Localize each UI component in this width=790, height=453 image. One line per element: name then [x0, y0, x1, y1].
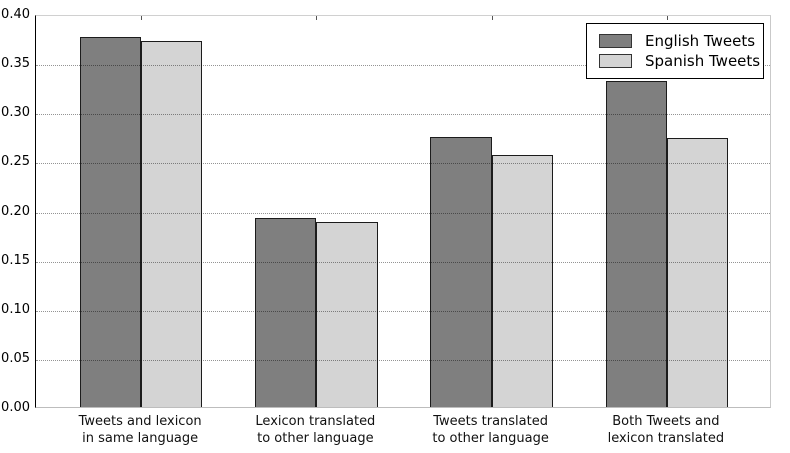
y-tick-label: 0.40	[1, 7, 30, 22]
bar-spanish-tweets	[316, 222, 378, 407]
y-tick-label: 0.10	[1, 301, 30, 317]
gridline	[36, 310, 770, 312]
x-tick-label: Tweets and lexicon in same language	[78, 414, 202, 446]
y-tick-label: 0.15	[1, 252, 30, 268]
x-tick-mark-top	[666, 16, 668, 20]
legend-swatch-spanish-tweets	[599, 54, 632, 68]
x-tick-label: Tweets translated to other language	[432, 414, 549, 446]
y-tick-label: 0.25	[1, 154, 30, 170]
x-tick-mark-top	[316, 16, 318, 20]
bar-english-tweets	[605, 80, 667, 407]
gridline	[36, 212, 770, 214]
legend: English Tweets Spanish Tweets	[586, 23, 764, 79]
y-tick-label: 0.00	[1, 400, 30, 415]
x-tick-mark-top	[141, 16, 143, 20]
y-tick-label: 0.20	[1, 203, 30, 219]
gridline	[36, 261, 770, 263]
legend-item: Spanish Tweets	[599, 51, 760, 71]
legend-label: Spanish Tweets	[645, 52, 761, 70]
x-tick-label: Lexicon translated to other language	[255, 414, 376, 446]
legend-item: English Tweets	[599, 31, 756, 51]
x-tick-mark-top	[491, 16, 493, 20]
gridline	[36, 65, 770, 67]
bar-spanish-tweets	[491, 155, 553, 407]
y-tick-label: 0.05	[1, 350, 30, 366]
bar-english-tweets	[79, 36, 142, 407]
gridline	[36, 359, 770, 361]
x-tick-label: Both Tweets and lexicon translated	[607, 414, 725, 446]
bar-spanish-tweets	[141, 40, 203, 407]
legend-label: English Tweets	[645, 32, 756, 50]
gridline	[36, 163, 770, 165]
bar-english-tweets	[255, 218, 317, 407]
y-tick-label: 0.35	[1, 56, 30, 72]
legend-swatch-english-tweets	[599, 34, 632, 48]
bar-spanish-tweets	[666, 137, 729, 407]
bar-english-tweets	[430, 136, 492, 407]
gridline	[36, 114, 770, 116]
y-tick-label: 0.30	[1, 105, 30, 121]
plot-area	[35, 15, 771, 408]
